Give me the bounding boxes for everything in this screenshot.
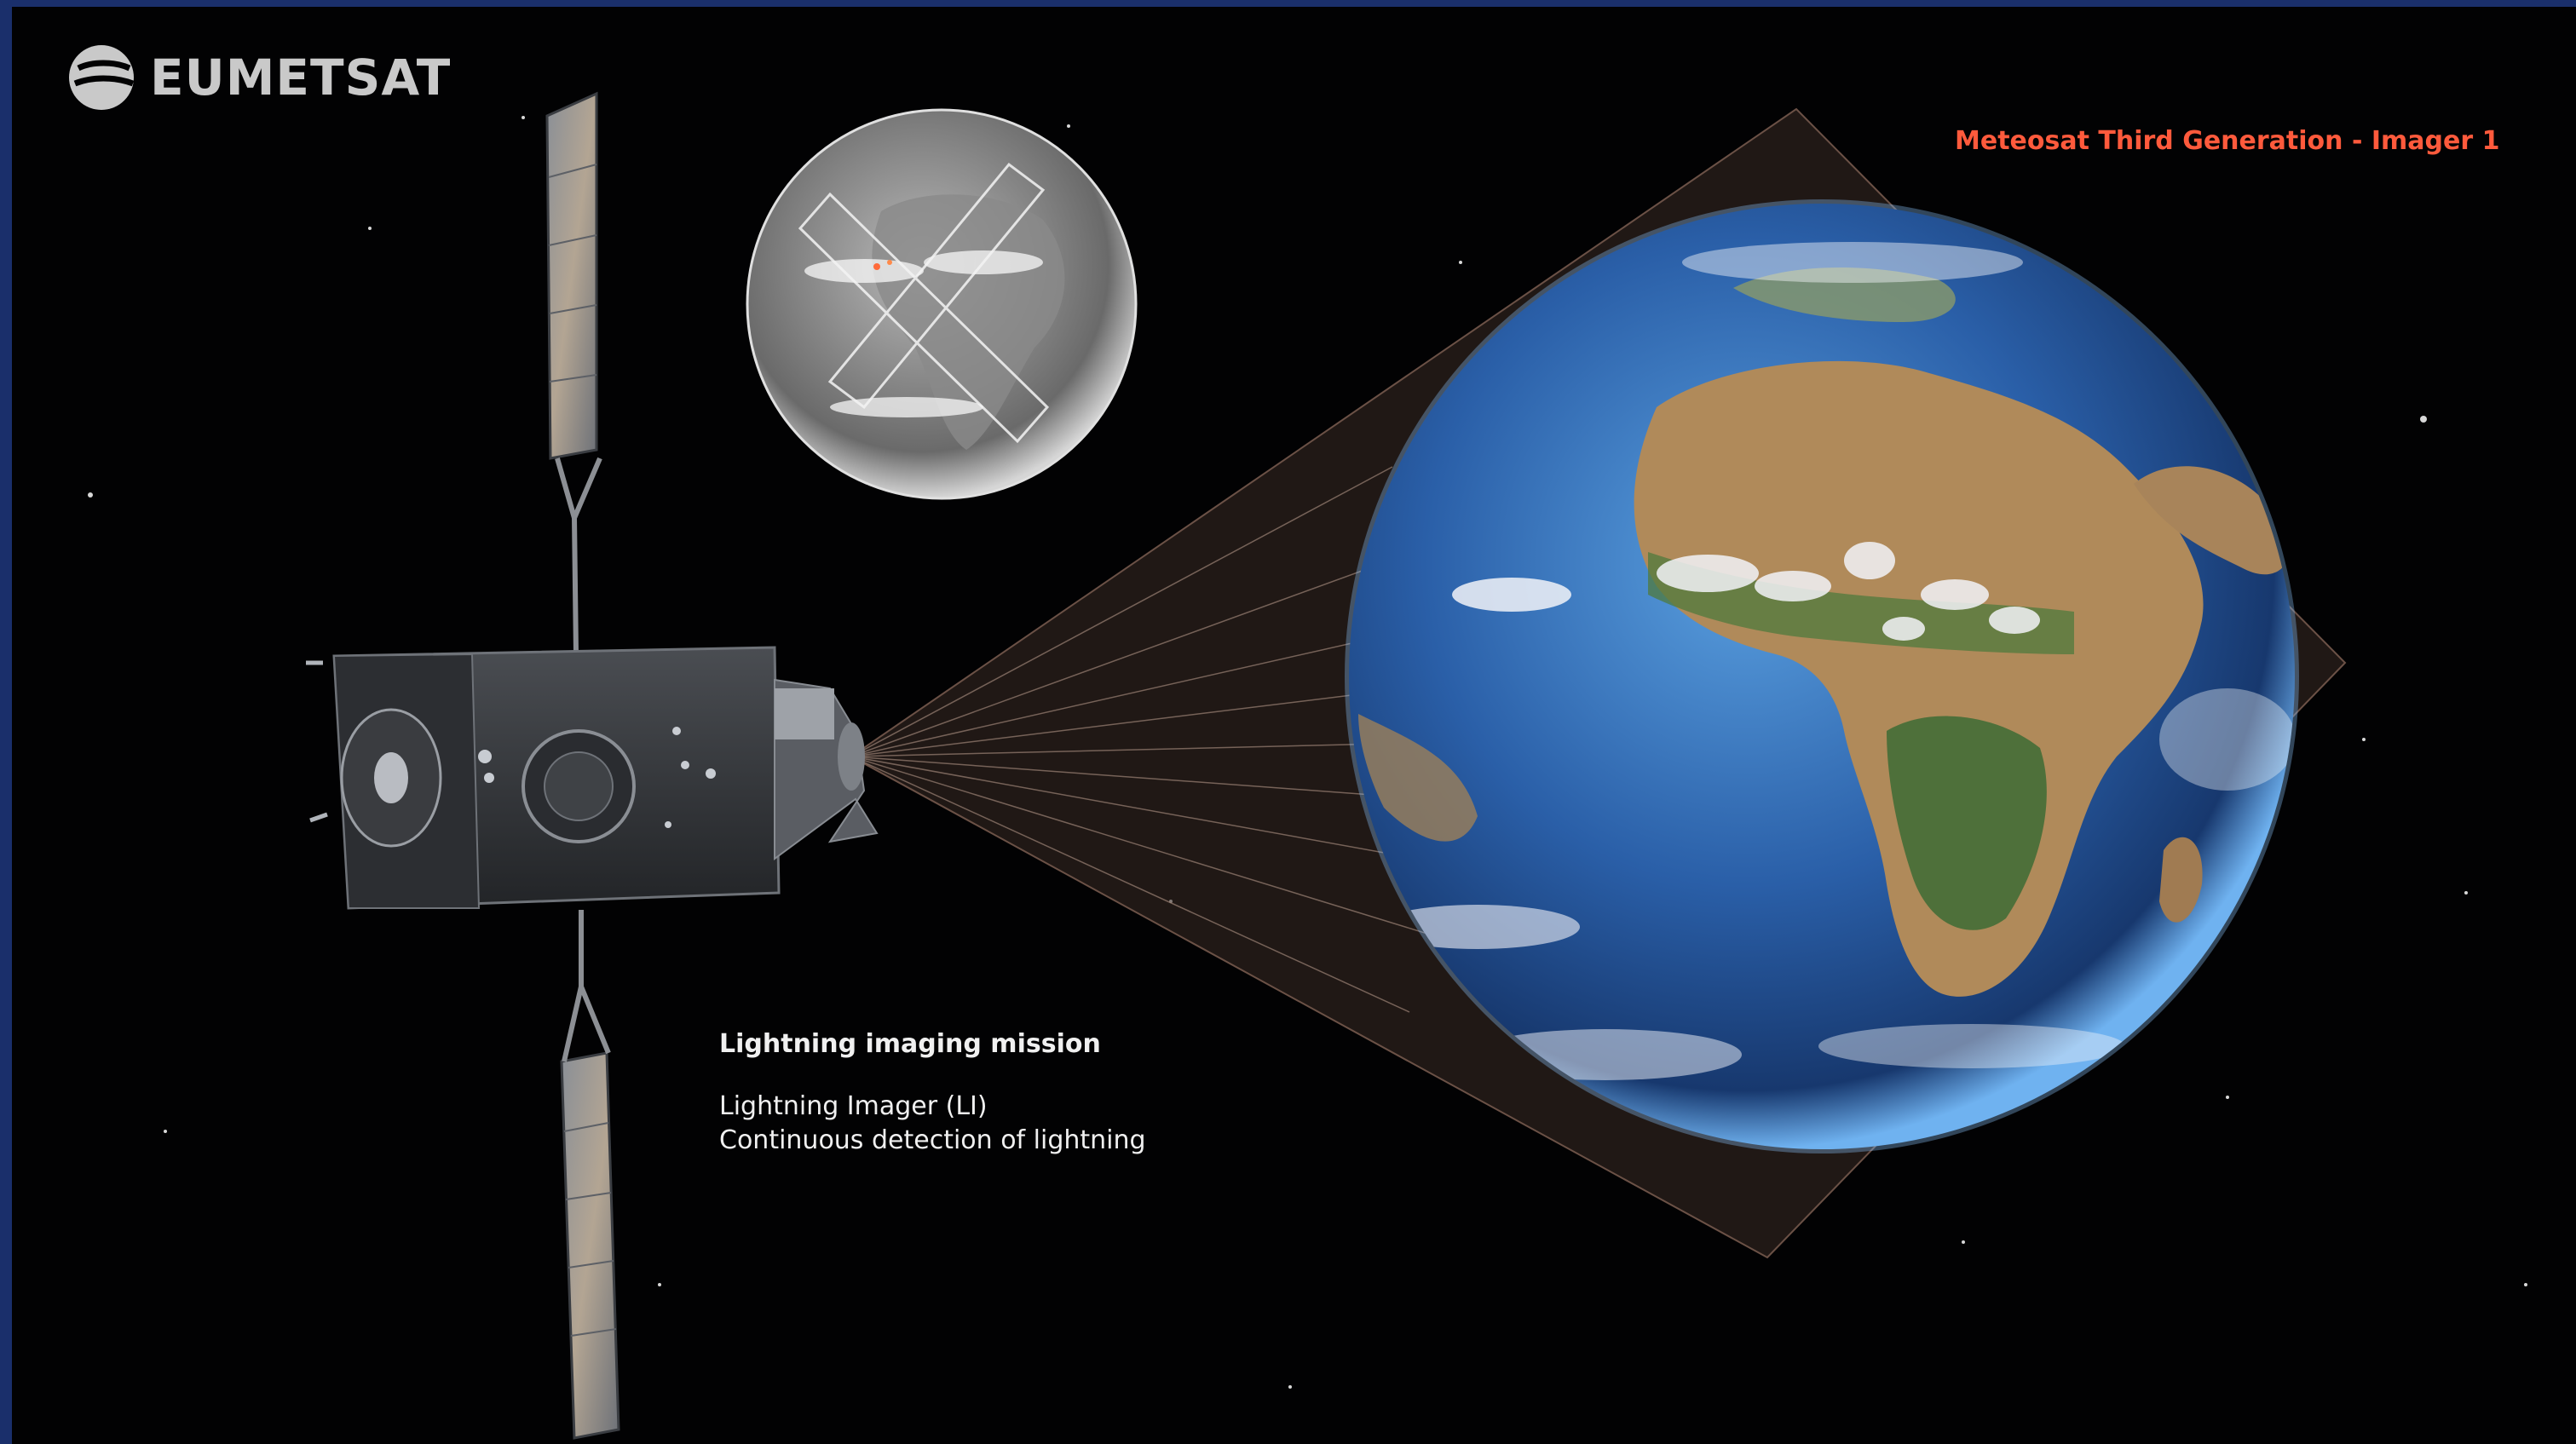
caption-instrument: Lightning Imager (LI) [719,1091,988,1121]
eumetsat-logo: EUMETSAT [66,43,451,112]
eumetsat-globe-icon [69,45,135,110]
earth-globe [1345,199,2299,1153]
satellite [306,91,879,1440]
logo-text: EUMETSAT [150,49,452,106]
video-title: Meteosat Third Generation - Imager 1 [1955,126,2500,156]
caption-description: Continuous detection of lightning [719,1125,1146,1155]
stars [88,116,2527,1389]
scene-illustration [88,91,2527,1440]
coverage-mini-globe [746,108,1138,500]
space-background: EUMETSAT Meteosat Third Generation - Ima… [12,7,2576,1444]
mission-caption: Lightning imaging mission Lightning Imag… [719,1029,1146,1158]
caption-heading: Lightning imaging mission [719,1029,1101,1059]
